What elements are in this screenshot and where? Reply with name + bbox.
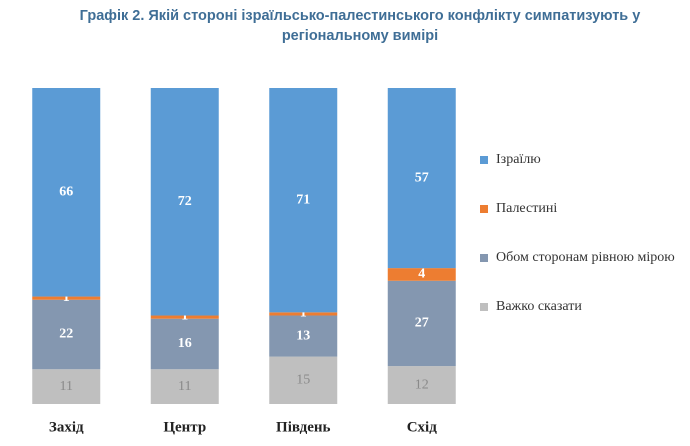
- x-tick-label: Захід: [49, 419, 84, 435]
- data-label: 1: [181, 309, 188, 324]
- legend-label: Ізраїлю: [496, 152, 541, 167]
- data-label: 11: [60, 379, 73, 394]
- data-label: 57: [415, 170, 429, 185]
- bar-segment: [150, 318, 219, 370]
- legend-swatch: [480, 205, 488, 213]
- bar-segment: [387, 280, 456, 367]
- data-label: 12: [415, 377, 429, 392]
- legend-swatch: [480, 303, 488, 311]
- legend-swatch: [480, 156, 488, 164]
- bar-segment: [150, 315, 219, 319]
- data-label: 16: [178, 336, 192, 351]
- bar-segment: [269, 356, 338, 404]
- bar-segment: [32, 369, 101, 404]
- data-label: 72: [178, 194, 192, 209]
- bar-segment: [32, 299, 101, 370]
- legend-item: Палестині: [480, 199, 676, 219]
- legend-item: Ізраїлю: [480, 150, 676, 170]
- chart-title: Графік 2. Якій стороні ізраїльсько-палес…: [79, 8, 641, 44]
- bar-segment: [387, 268, 456, 281]
- data-label: 1: [63, 290, 70, 305]
- x-tick-label: Південь: [276, 419, 330, 435]
- legend-label: Палестині: [496, 201, 558, 216]
- bar-segment: [150, 88, 219, 316]
- data-label: 66: [59, 184, 73, 199]
- bar-segment: [32, 296, 101, 300]
- bar-segment: [269, 315, 338, 357]
- data-label: 13: [296, 328, 310, 343]
- data-label: 11: [178, 379, 191, 394]
- x-tick-label: Центр: [163, 419, 206, 435]
- legend-item: Обом сторонам рівною мірою: [480, 248, 676, 268]
- data-label: 1: [300, 306, 307, 321]
- data-label: 22: [59, 327, 73, 342]
- bar-segment: [387, 366, 456, 404]
- bar-segment: [150, 369, 219, 404]
- data-label: 27: [415, 316, 429, 331]
- legend-item: Важко сказати: [480, 297, 676, 317]
- bar-segment: [269, 88, 338, 313]
- data-label: 15: [296, 373, 310, 388]
- legend-label: Обом сторонам рівною мірою: [496, 250, 675, 265]
- legend: Ізраїлю Палестині Обом сторонам рівною мір…: [480, 150, 680, 346]
- bar-segment: [269, 312, 338, 316]
- bar-segment: [387, 88, 456, 269]
- bar-segment: [32, 88, 101, 297]
- x-tick-label: Схід: [407, 419, 438, 435]
- data-label: 4: [418, 267, 425, 282]
- legend-swatch: [480, 254, 488, 262]
- legend-label: Важко сказати: [496, 299, 582, 314]
- data-label: 71: [296, 192, 310, 207]
